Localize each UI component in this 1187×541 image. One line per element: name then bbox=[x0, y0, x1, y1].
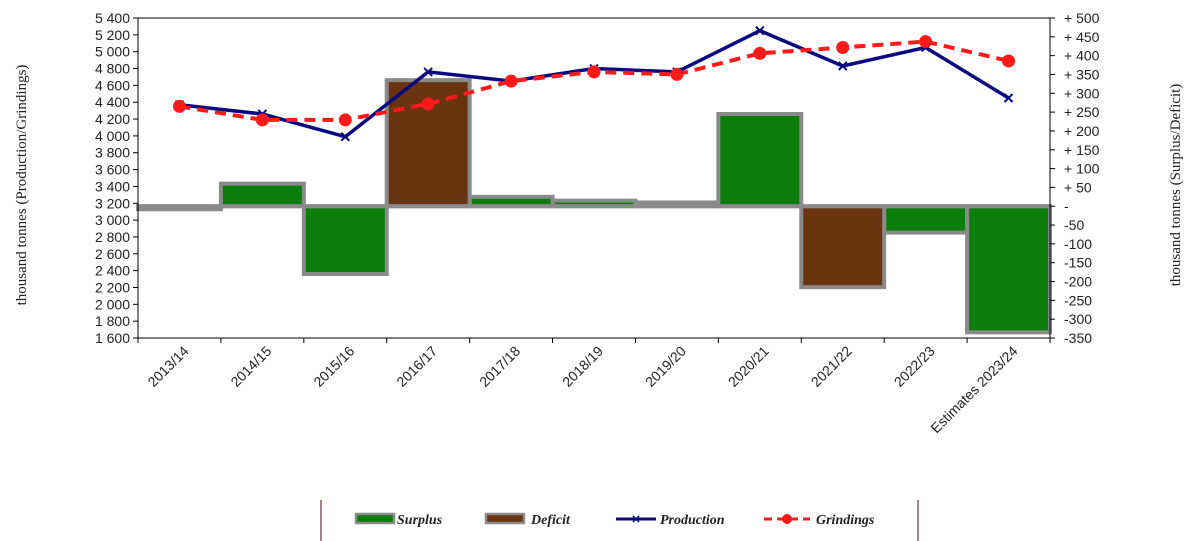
production-point-3 bbox=[423, 67, 433, 77]
left-tick-label: 2 600 bbox=[95, 246, 130, 262]
x-marker bbox=[755, 25, 765, 36]
legend-marker-grindings bbox=[782, 514, 792, 524]
x-tick-label: 2013/14 bbox=[144, 343, 191, 390]
legend-swatch-surplus bbox=[354, 512, 396, 525]
grindings-point-9 bbox=[919, 35, 933, 49]
x-tick-label: 2018/19 bbox=[559, 343, 606, 390]
surplus-bar-10 bbox=[965, 204, 1052, 335]
production-point-8 bbox=[838, 61, 848, 71]
grindings-point-7 bbox=[753, 46, 767, 60]
x-tick-label: 2015/16 bbox=[310, 343, 357, 390]
right-axis-ticks: -350 -300 -250 -200 -150 -100 -50 - + 50 + 100 + 1… bbox=[1050, 10, 1100, 346]
left-tick-label: 4 600 bbox=[95, 77, 130, 93]
left-tick-label: 1 600 bbox=[95, 330, 130, 346]
left-tick-label: 4 400 bbox=[95, 94, 130, 110]
grindings-point-1 bbox=[255, 113, 269, 127]
right-tick-label: + 450 bbox=[1064, 29, 1100, 45]
left-tick-label: 1 800 bbox=[95, 313, 130, 329]
right-tick-label: + 250 bbox=[1064, 104, 1100, 120]
left-tick-label: 4 200 bbox=[95, 111, 130, 127]
legend: Surplus Deficit Production Grindings bbox=[320, 500, 919, 541]
left-tick-label: 3 600 bbox=[95, 162, 130, 178]
x-marker bbox=[838, 61, 848, 71]
bars-layer bbox=[136, 78, 1052, 335]
grindings-line bbox=[179, 39, 1010, 122]
right-axis-title: thousand tonnes (Surplus/Deficit) bbox=[1168, 84, 1184, 286]
production-point-2 bbox=[340, 132, 350, 142]
x-marker bbox=[1003, 93, 1014, 103]
legend-swatch-deficit bbox=[484, 512, 526, 525]
x-tick-label: 2019/20 bbox=[642, 343, 689, 390]
left-tick-label: 5 400 bbox=[95, 10, 130, 26]
left-tick-label: 4 000 bbox=[95, 128, 130, 144]
left-tick-label: 4 800 bbox=[95, 61, 130, 77]
left-tick-label: 5 200 bbox=[95, 27, 130, 43]
grindings-point-2 bbox=[338, 113, 352, 127]
right-tick-label: -350 bbox=[1064, 330, 1092, 346]
right-tick-label: -150 bbox=[1064, 255, 1092, 271]
right-tick-label: - bbox=[1064, 198, 1069, 214]
x-marker bbox=[340, 132, 350, 142]
grindings-point-10 bbox=[1002, 54, 1016, 68]
right-tick-label: + 50 bbox=[1064, 179, 1092, 195]
grindings-point-8 bbox=[836, 40, 850, 54]
production-line bbox=[179, 28, 1010, 139]
surplus-bar-2 bbox=[301, 204, 389, 276]
left-tick-label: 2 400 bbox=[95, 263, 130, 279]
legend-label-surplus: Surplus bbox=[397, 513, 443, 528]
x-tick-label: Estimates 2023/24 bbox=[927, 343, 1020, 436]
right-tick-label: + 500 bbox=[1064, 10, 1100, 26]
left-tick-label: 3 400 bbox=[95, 178, 130, 194]
grindings-point-0 bbox=[172, 99, 186, 113]
x-tick-label: 2021/22 bbox=[808, 343, 855, 390]
x-tick-label: 2017/18 bbox=[476, 343, 523, 390]
right-tick-label: + 200 bbox=[1064, 123, 1100, 139]
right-tick-label: + 400 bbox=[1064, 48, 1100, 64]
surplus-bar-1 bbox=[218, 181, 306, 209]
left-tick-label: 3 800 bbox=[95, 145, 130, 161]
axes-layer bbox=[137, 18, 1051, 343]
x-tick-label: 2014/15 bbox=[227, 343, 274, 390]
grindings-point-4 bbox=[504, 74, 518, 88]
left-tick-label: 2 200 bbox=[95, 279, 130, 295]
right-tick-label: -300 bbox=[1064, 311, 1092, 327]
lines-layer bbox=[172, 25, 1016, 142]
legend-marker-production bbox=[632, 515, 640, 523]
right-tick-label: + 350 bbox=[1064, 66, 1100, 82]
grindings-point-6 bbox=[670, 67, 684, 81]
left-tick-label: 3 200 bbox=[95, 195, 130, 211]
right-tick-label: + 150 bbox=[1064, 142, 1100, 158]
right-tick-label: + 300 bbox=[1064, 85, 1100, 101]
right-tick-label: + 100 bbox=[1064, 161, 1100, 177]
x-marker bbox=[423, 67, 433, 77]
grindings-point-5 bbox=[587, 65, 601, 79]
left-axis-title: thousand tonnes (Production/Grindings) bbox=[14, 65, 30, 306]
deficit-bar-8 bbox=[799, 204, 887, 290]
right-tick-label: -250 bbox=[1064, 292, 1092, 308]
surplus-bar-9 bbox=[882, 204, 970, 235]
right-tick-label: -100 bbox=[1064, 236, 1092, 252]
right-tick-label: -200 bbox=[1064, 274, 1092, 290]
x-tick-label: 2020/21 bbox=[725, 343, 772, 390]
legend-label-grindings: Grindings bbox=[816, 513, 875, 528]
x-tick-label: 2016/17 bbox=[393, 343, 440, 390]
left-tick-label: 2 800 bbox=[95, 229, 130, 245]
legend-label-production: Production bbox=[660, 513, 725, 528]
production-point-7 bbox=[755, 25, 765, 36]
right-tick-label: -50 bbox=[1064, 217, 1084, 233]
legend-label-deficit: Deficit bbox=[530, 513, 571, 528]
surplus-bar-7 bbox=[716, 112, 804, 209]
production-point-10 bbox=[1003, 93, 1014, 103]
left-tick-label: 3 000 bbox=[95, 212, 130, 228]
left-tick-label: 2 000 bbox=[95, 296, 130, 312]
x-axis-ticks: 2013/14 2014/15 2015/16 2016/17 2017/18 2018/… bbox=[144, 343, 1020, 436]
left-tick-label: 5 000 bbox=[95, 44, 130, 60]
x-tick-label: 2022/23 bbox=[891, 343, 938, 390]
grindings-point-3 bbox=[421, 97, 435, 111]
